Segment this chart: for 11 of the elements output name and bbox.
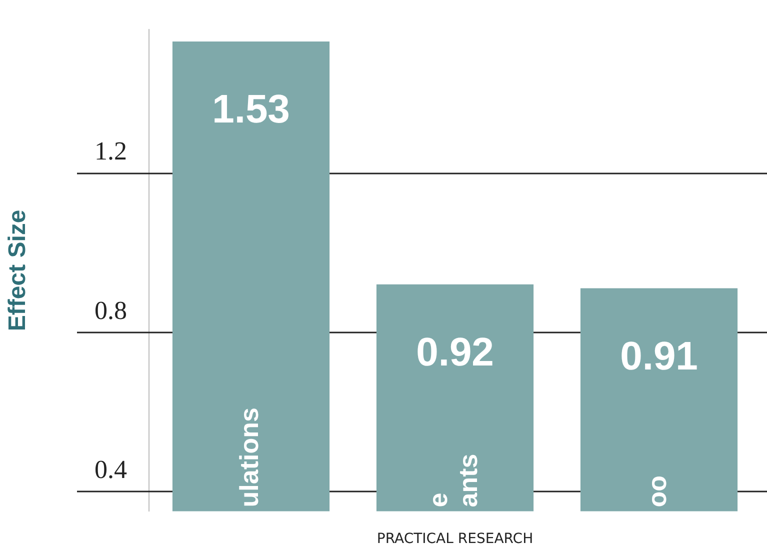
y-axis-title: Effect Size bbox=[4, 210, 32, 332]
data-label: 1.53 bbox=[212, 88, 290, 132]
x-tick-label: oo bbox=[642, 475, 672, 508]
x-tick-label: ulations bbox=[234, 408, 264, 508]
y-tick-label: 0.8 bbox=[94, 296, 127, 325]
x-axis-title: PRACTICAL RESEARCH bbox=[376, 531, 534, 548]
data-label: 0.91 bbox=[620, 334, 698, 378]
y-tick-label: 1.2 bbox=[94, 136, 127, 166]
y-tick-label: 0.4 bbox=[94, 455, 127, 484]
x-tick-label: e ants bbox=[423, 454, 484, 508]
data-label: 0.92 bbox=[416, 330, 494, 374]
